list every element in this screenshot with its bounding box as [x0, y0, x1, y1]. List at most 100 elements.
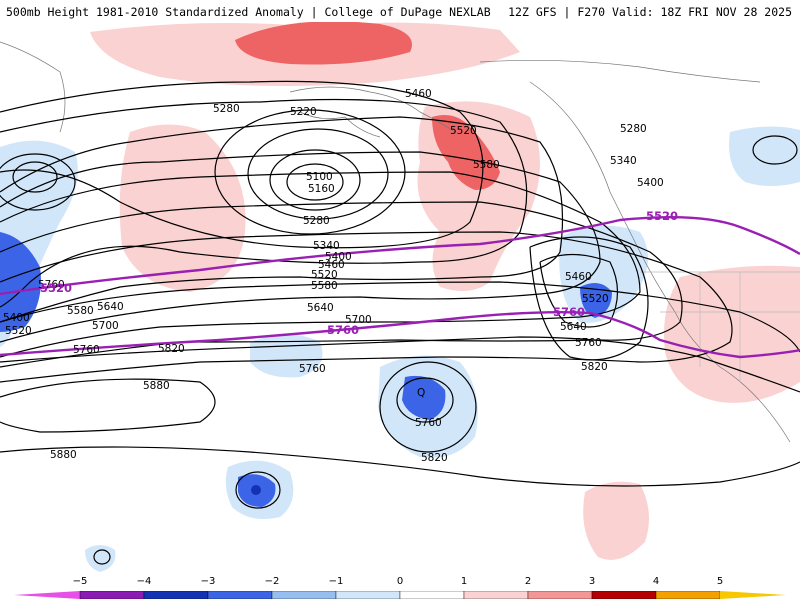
colorbar-segment [79, 591, 145, 599]
contour-5880-south [0, 446, 800, 487]
colorbar-tick: 1 [460, 576, 468, 587]
contour-5460 [0, 116, 564, 323]
contour-label: 5520 [5, 325, 32, 337]
contour-label: 5580 [473, 159, 500, 171]
contour-label: 5880 [143, 380, 170, 392]
contour-label: 5880 [50, 449, 77, 461]
map-panel[interactable]: 5280 5220 5100 5160 5280 5340 5400 5460 … [0, 22, 800, 574]
contour-5700 [0, 231, 733, 383]
negative-anomaly-area [729, 126, 800, 186]
contour-label: 5220 [290, 106, 317, 118]
contour-label: 5760 [73, 344, 100, 356]
colorbar-segment [463, 591, 529, 599]
colorbar-segment [399, 591, 465, 599]
contour-5880 [0, 378, 216, 433]
contour-label: 5460 [565, 271, 592, 283]
contour-label: 5400 [637, 177, 664, 189]
colorbar-tick: −2 [264, 576, 280, 587]
negative-anomaly-core [251, 485, 261, 495]
colorbar-segment [527, 591, 593, 599]
contour-label: 5760 [38, 279, 65, 291]
contour-5820-east [529, 236, 649, 361]
colorbar-tick: 0 [396, 576, 404, 587]
contour-5340 [0, 80, 484, 249]
contour-label: 5820 [158, 343, 185, 355]
contour-label: 5460 [405, 88, 432, 100]
contour-label: 5280 [213, 103, 240, 115]
map-title: 500mb Height 1981-2010 Standardized Anom… [6, 5, 491, 19]
colorbar-segment [207, 591, 273, 599]
colorbar-strip [14, 591, 786, 599]
russia-coast [0, 41, 66, 133]
positive-anomaly-area [583, 481, 649, 560]
colorbar-tick: 4 [652, 576, 660, 587]
north-america-coast [529, 81, 791, 443]
contour-5760 [0, 281, 800, 353]
reference-labels: 5520 5520 5760 5760 [40, 209, 678, 337]
contour-label: 5640 [307, 302, 334, 314]
contour-label: 5640 [97, 301, 124, 313]
model-run-label: 12Z GFS | F270 Valid: 18Z FRI NOV 28 202… [508, 5, 792, 19]
header-bar: 500mb Height 1981-2010 Standardized Anom… [0, 0, 800, 22]
contour-5100 [286, 163, 344, 201]
colorbar-tick: 3 [588, 576, 596, 587]
contour-5640 [0, 201, 683, 368]
contour-label: 5520 [311, 269, 338, 281]
contour-small-low [235, 471, 281, 509]
colorbar-tick: 2 [524, 576, 532, 587]
contour-label: 5460 [318, 259, 345, 271]
state-borders [640, 271, 800, 382]
contour-5820 [0, 336, 800, 393]
negative-anomaly-area [0, 232, 41, 332]
contour-5160 [269, 149, 361, 211]
colorbar-segment [143, 591, 209, 599]
colorbar-tick: −5 [72, 576, 88, 587]
colorbar-segment [655, 591, 721, 599]
colorbar-end-right [720, 591, 786, 599]
contour-label: 5760 [575, 337, 602, 349]
contour-label: 5760 [299, 363, 326, 375]
alaska-coast [289, 86, 456, 138]
contour-5760-low [396, 377, 454, 423]
negative-anomaly-area [402, 375, 446, 420]
contour-5220 [247, 128, 389, 220]
contour-label: 5700 [92, 320, 119, 332]
strong-positive-anomaly-area [235, 22, 412, 65]
contour-label: 5580 [311, 280, 338, 292]
contour-label: 5820 [581, 361, 608, 373]
contour-5820-low [379, 361, 477, 453]
contour-northwest-low-outer [0, 153, 76, 211]
reference-lines [0, 216, 800, 359]
contour-5520 [0, 151, 601, 343]
contour-label: 5280 [303, 215, 330, 227]
contour-northwest-low [12, 161, 58, 193]
contour-east-small [752, 135, 798, 165]
reference-label: 5520 [40, 281, 72, 295]
positive-anomaly-area [119, 124, 246, 292]
colorbar-segment [271, 591, 337, 599]
contour-label: 5100 [306, 171, 333, 183]
contour-5580 [0, 171, 641, 358]
contour-label: 5820 [421, 452, 448, 464]
canada-inland [479, 59, 761, 83]
contour-label: 5760 [415, 417, 442, 429]
contour-label: 5400 [3, 312, 30, 324]
contour-tiny-low [93, 549, 111, 565]
reference-line-5520 [0, 216, 800, 296]
contour-label: 5340 [610, 155, 637, 167]
colorbar-tick: −3 [200, 576, 216, 587]
reference-line-5760 [0, 310, 800, 359]
colorbar-tick: −4 [136, 576, 152, 587]
low-center-label: Q [417, 387, 425, 399]
reference-label: 5520 [646, 209, 678, 223]
contour-label: 5160 [308, 183, 335, 195]
colorbar-segment [591, 591, 657, 599]
contour-5760-east [539, 253, 619, 328]
contour-label: 5340 [313, 240, 340, 252]
reference-label: 5760 [327, 323, 359, 337]
height-contours [0, 80, 800, 565]
contour-label: 5700 [345, 314, 372, 326]
negative-anomaly-area [85, 545, 116, 572]
colorbar-legend: −5 −4 −3 −2 −1 0 1 2 3 4 5 [0, 574, 800, 600]
colorbar-end-left [14, 591, 80, 599]
